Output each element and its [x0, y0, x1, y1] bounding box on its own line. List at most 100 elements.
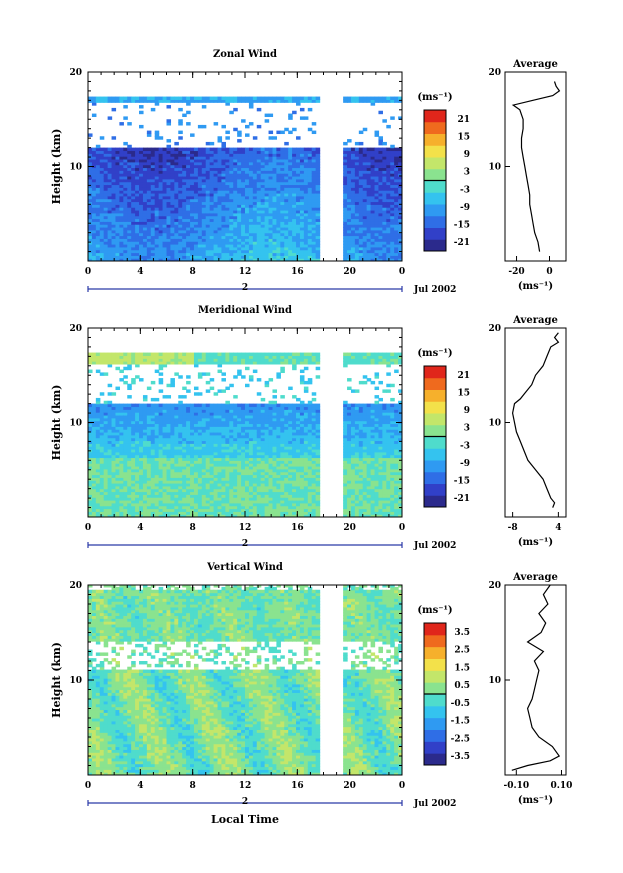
- heatmap-cell: [201, 204, 207, 208]
- heatmap-cell: [209, 406, 215, 410]
- heatmap-cell: [217, 446, 223, 450]
- heatmap-cell: [217, 96, 223, 101]
- heatmap-cell: [166, 178, 172, 183]
- heatmap-cell: [303, 258, 309, 261]
- heatmap-cell: [127, 173, 132, 177]
- heatmap-cell: [103, 175, 109, 180]
- heatmap-cell: [394, 209, 399, 214]
- heatmap-cell: [303, 175, 309, 180]
- heatmap-cell: [174, 403, 179, 408]
- heatmap-cell: [256, 258, 262, 261]
- heatmap-cell: [127, 431, 132, 436]
- heatmap-cell: [123, 192, 128, 197]
- heatmap-cell: [190, 482, 195, 487]
- heatmap-cell: [303, 209, 309, 214]
- heatmap-cell: [139, 471, 144, 476]
- heatmap-cell: [205, 468, 211, 473]
- heatmap-cell: [205, 229, 211, 234]
- heatmap-cell: [390, 249, 395, 254]
- heatmap-cell: [374, 232, 380, 237]
- heatmap-cell: [197, 235, 203, 239]
- heatmap-cell: [350, 232, 356, 237]
- heatmap-cell: [139, 238, 144, 242]
- heatmap-cell: [158, 429, 164, 433]
- heatmap-cell: [366, 218, 372, 222]
- heatmap-cell: [162, 238, 168, 242]
- heatmap-cell: [193, 423, 199, 427]
- heatmap-cell: [197, 198, 203, 203]
- heatmap-cell: [386, 96, 391, 101]
- heatmap-cell: [209, 96, 215, 101]
- heatmap-cell: [237, 215, 242, 220]
- heatmap-cell: [354, 229, 360, 234]
- heatmap-cell: [182, 514, 187, 517]
- heatmap-cell: [190, 471, 195, 476]
- heatmap-cell: [142, 358, 148, 362]
- heatmap-cell: [233, 167, 238, 171]
- heatmap-cell: [303, 232, 309, 237]
- heatmap-cell: [186, 431, 191, 436]
- heatmap-cell: [170, 440, 175, 444]
- heatmap-cell: [174, 161, 179, 166]
- heatmap-cell: [252, 175, 258, 180]
- heatmap-cell: [107, 451, 113, 456]
- heatmap-cell: [315, 190, 321, 194]
- heatmap-cell: [103, 238, 109, 242]
- heatmap-cell: [91, 409, 97, 413]
- heatmap-cell: [162, 477, 168, 481]
- heatmap-cell: [123, 170, 128, 174]
- heatmap-cell: [201, 195, 207, 200]
- heatmap-cell: [276, 226, 281, 231]
- heatmap-cell: [182, 480, 187, 484]
- heatmap-cell: [115, 187, 120, 191]
- heatmap-cell: [248, 195, 254, 200]
- heatmap-cell: [154, 201, 160, 205]
- heatmap-cell: [256, 201, 262, 205]
- heatmap-cell: [241, 249, 246, 254]
- heatmap-cell: [229, 170, 234, 174]
- heatmap-cell: [213, 255, 219, 259]
- heatmap-cell: [174, 448, 179, 453]
- heatmap-cell: [311, 238, 317, 242]
- heatmap-cell: [354, 252, 360, 256]
- heatmap-cell: [99, 499, 105, 504]
- heatmap-cell: [358, 161, 364, 166]
- heatmap-cell: [390, 252, 395, 256]
- heatmap-cell: [115, 505, 120, 510]
- heatmap-cell: [209, 141, 215, 146]
- heatmap-cell: [193, 209, 199, 214]
- heatmap-cell: [245, 198, 250, 203]
- heatmap-cell: [209, 477, 215, 481]
- heatmap-cell: [115, 235, 120, 239]
- heatmap-cell: [370, 184, 376, 188]
- heatmap-cell: [394, 201, 399, 205]
- heatmap-cell: [103, 463, 109, 467]
- heatmap-cell: [135, 491, 140, 495]
- heatmap-cell: [170, 238, 175, 242]
- heatmap-cell: [186, 198, 191, 203]
- heatmap-cell: [127, 429, 132, 433]
- heatmap-cell: [127, 352, 132, 357]
- heatmap-cell: [221, 153, 226, 157]
- heatmap-cell: [158, 195, 164, 200]
- heatmap-cell: [229, 190, 234, 194]
- heatmap-cell: [95, 173, 101, 177]
- heatmap-cell: [170, 232, 175, 237]
- heatmap-cell: [315, 184, 321, 188]
- heatmap-cell: [139, 195, 144, 200]
- heatmap-cell: [182, 361, 187, 365]
- heatmap-cell: [237, 156, 242, 160]
- heatmap-cell: [241, 173, 246, 177]
- heatmap-cell: [135, 161, 140, 166]
- heatmap-cell: [111, 463, 117, 467]
- heatmap-cell: [276, 201, 281, 205]
- heatmap-cell: [311, 175, 317, 180]
- heatmap-cell: [284, 181, 289, 186]
- heatmap-cell: [88, 417, 93, 422]
- heatmap-cell: [205, 224, 211, 228]
- heatmap-cell: [256, 190, 262, 194]
- heatmap-cell: [209, 431, 215, 436]
- heatmap-cell: [174, 494, 179, 498]
- heatmap-cell: [186, 175, 191, 180]
- heatmap-cell: [142, 397, 148, 402]
